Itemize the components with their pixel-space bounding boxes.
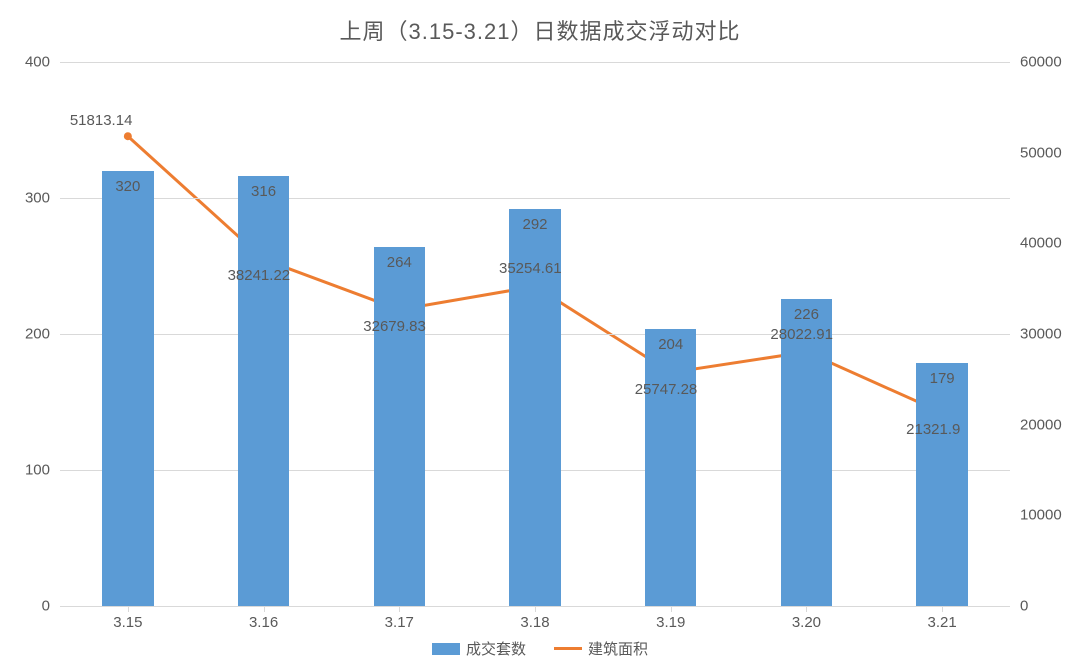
bar-value-label: 264 [387,254,412,271]
x-tick-mark [671,606,672,612]
bar [916,363,968,606]
y-left-tick-label: 300 [25,190,60,207]
bar [374,247,426,606]
y-right-tick-label: 0 [1010,598,1028,615]
x-tick-label: 3.19 [656,614,685,631]
gridline [60,62,1010,63]
bar-value-label: 320 [115,178,140,195]
line-value-label: 32679.83 [363,318,426,335]
y-right-tick-label: 40000 [1010,235,1062,252]
plot-area: 0100200300400010000200003000040000500006… [60,62,1010,606]
x-tick-label: 3.15 [113,614,142,631]
chart-container: 上周（3.15-3.21）日数据成交浮动对比 01002003004000100… [0,0,1080,666]
gridline [60,198,1010,199]
x-tick-label: 3.20 [792,614,821,631]
line-value-label: 51813.14 [70,112,133,129]
line-value-label: 25747.28 [635,381,698,398]
y-right-tick-label: 50000 [1010,144,1062,161]
bar [781,299,833,606]
y-left-tick-label: 0 [42,598,60,615]
y-left-tick-label: 100 [25,462,60,479]
bar-value-label: 226 [794,306,819,323]
y-right-tick-label: 10000 [1010,507,1062,524]
legend-label-bar: 成交套数 [466,638,526,659]
line-value-label: 35254.61 [499,260,562,277]
x-tick-mark [128,606,129,612]
bar [102,171,154,606]
legend-item-bar: 成交套数 [432,638,526,659]
line-marker [124,132,132,140]
legend-swatch-line-icon [554,647,582,650]
x-tick-mark [264,606,265,612]
bar-value-label: 292 [522,216,547,233]
y-left-tick-label: 200 [25,326,60,343]
legend-label-line: 建筑面积 [588,638,648,659]
line-value-label: 28022.91 [770,326,833,343]
y-right-tick-label: 60000 [1010,54,1062,71]
x-tick-label: 3.18 [520,614,549,631]
bar [238,176,290,606]
y-right-tick-label: 20000 [1010,416,1062,433]
bar-value-label: 179 [930,370,955,387]
y-left-tick-label: 400 [25,54,60,71]
x-tick-mark [399,606,400,612]
chart-title: 上周（3.15-3.21）日数据成交浮动对比 [0,14,1080,46]
x-tick-label: 3.21 [928,614,957,631]
x-tick-label: 3.16 [249,614,278,631]
bar-value-label: 316 [251,183,276,200]
line-value-label: 21321.9 [906,421,960,438]
legend: 成交套数 建筑面积 [0,638,1080,659]
x-tick-mark [806,606,807,612]
bar [645,329,697,606]
legend-swatch-bar-icon [432,643,460,655]
x-tick-label: 3.17 [385,614,414,631]
x-tick-mark [535,606,536,612]
legend-item-line: 建筑面积 [554,638,648,659]
bar-value-label: 204 [658,336,683,353]
y-right-tick-label: 30000 [1010,326,1062,343]
x-tick-mark [942,606,943,612]
line-value-label: 38241.22 [228,267,291,284]
